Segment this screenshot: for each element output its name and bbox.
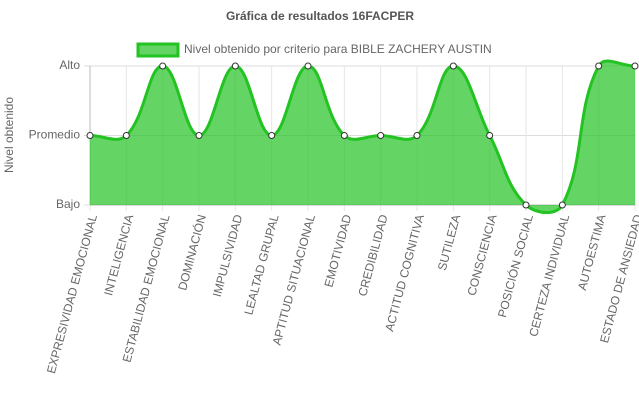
x-tick-label: EXPRESIVIDAD EMOCIONAL — [44, 213, 100, 375]
y-tick-label: Alto — [59, 58, 80, 72]
x-tick-label: POSICIÓN SOCIAL — [494, 212, 536, 319]
point — [122, 132, 130, 139]
point — [595, 62, 603, 70]
point — [304, 62, 312, 70]
line — [89, 59, 636, 215]
point — [558, 201, 566, 209]
point — [268, 132, 276, 139]
point — [631, 62, 639, 70]
point — [522, 201, 530, 209]
point — [413, 132, 421, 139]
x-tick-label: EMOTIVIDAD — [321, 213, 354, 289]
x-tick-label: LEALTAD GRUPAL — [241, 213, 281, 317]
x-tick-label: ACTITUD COGNITIVA — [382, 213, 427, 333]
y-tick-label: Promedio — [29, 128, 81, 142]
x-tick-label: AUTOESTIMA — [575, 213, 609, 292]
y-axis-title: Nivel obtenido — [2, 97, 16, 173]
point — [159, 62, 167, 70]
point — [195, 132, 203, 139]
x-tick-label: CONSCIENCIA — [465, 213, 500, 297]
point — [86, 132, 94, 139]
point — [486, 132, 494, 139]
x-tick-label: CREDIBILIDAD — [355, 213, 390, 298]
x-tick-label: IMPULSIVIDAD — [210, 213, 246, 299]
x-tick-label: DOMINACIÓN — [174, 213, 209, 292]
legend-label: Nivel obtenido por criterio para BIBLE Z… — [184, 42, 492, 56]
point — [231, 62, 239, 70]
x-tick-label: INTELIGENCIA — [101, 213, 136, 297]
area — [90, 61, 635, 213]
legend-swatch — [136, 42, 180, 58]
x-tick-label: SUTILEZA — [435, 213, 463, 272]
point — [340, 132, 348, 139]
x-tick-label: CERTEZA INDIVIDUAL — [526, 213, 572, 338]
point — [449, 62, 457, 70]
point — [377, 132, 385, 139]
y-tick-label: Bajo — [56, 197, 80, 211]
chart-title: Gráfica de resultados 16FACPER — [226, 9, 414, 23]
